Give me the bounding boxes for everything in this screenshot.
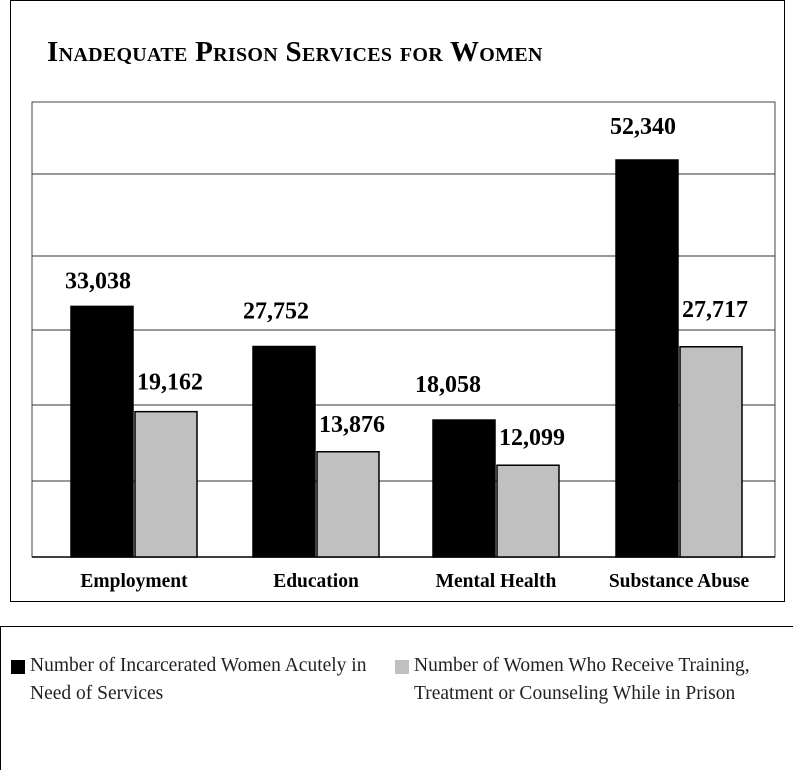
legend-item-receive: Number of Women Who Receive Training, Tr… [395,652,775,708]
category-label: Education [273,571,359,592]
bar-receive [496,464,560,558]
data-label: 33,038 [65,268,131,294]
category-label: Mental Health [436,571,557,592]
bar-need [615,159,679,558]
data-label: 19,162 [137,370,203,396]
data-label: 18,058 [415,372,481,398]
bar-need [432,419,496,558]
legend-swatch-gray [395,660,409,674]
data-label: 12,099 [499,425,565,451]
chart-frame [10,0,785,602]
bar-need [252,345,316,558]
category-label: Employment [80,571,188,592]
value-labels: 33,038 19,162 27,752 13,876 18,058 12,099 52,3… [65,114,748,451]
bar-chart: 33,038 19,162 27,752 13,876 18,058 12,099 52,3… [31,101,776,592]
legend-item-need: Number of Incarcerated Women Acutely in … [11,652,381,708]
legend-label-need: Number of Incarcerated Women Acutely in … [30,655,367,704]
chart-title: Inadequate Prison Services for Women [47,36,543,68]
bar-receive [316,451,380,558]
category-label: Substance Abuse [609,571,750,592]
legend-label-receive: Number of Women Who Receive Training, Tr… [414,655,750,704]
data-label: 27,752 [243,299,309,325]
bars [70,159,743,558]
bar-need [70,305,134,558]
data-label: 13,876 [319,412,385,438]
bar-receive [679,346,743,558]
bar-receive [134,410,198,558]
category-labels: Employment Education Mental Health Substanc… [80,571,749,592]
legend-box [0,626,793,770]
data-label: 52,340 [610,114,676,140]
legend-swatch-black [11,660,25,674]
data-label: 27,717 [682,297,748,323]
